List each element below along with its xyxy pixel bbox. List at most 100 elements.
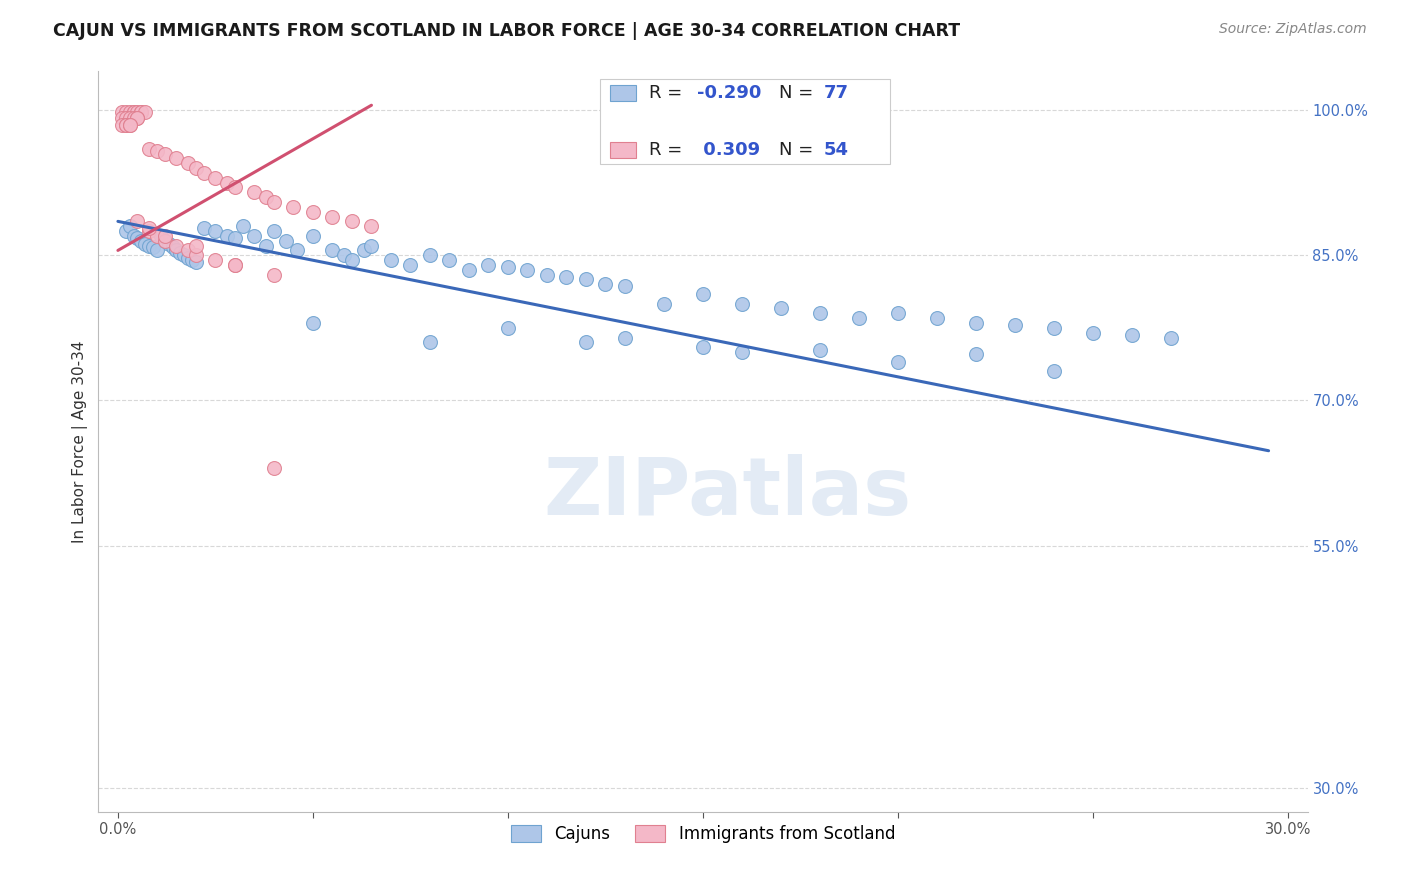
Legend: Cajuns, Immigrants from Scotland: Cajuns, Immigrants from Scotland [502,817,904,852]
Point [263,194,285,209]
Point [243,186,266,200]
Point [177,244,200,258]
Text: 54: 54 [824,141,849,159]
Text: -0.290: -0.290 [697,84,761,102]
Point [169,246,191,260]
Point [496,260,519,274]
Point [1043,364,1066,378]
Point [134,236,156,251]
Point [131,105,153,120]
Point [118,111,141,125]
Point [419,248,441,262]
Point [439,253,461,268]
Point [122,105,145,120]
Point [1121,327,1143,342]
Point [114,105,136,120]
Point [114,118,136,132]
Point [731,345,754,359]
Point [114,118,136,132]
Point [477,258,499,272]
Point [399,258,422,272]
Point [263,461,285,475]
Point [162,240,184,254]
Point [165,238,187,252]
Point [321,210,343,224]
Point [224,258,246,272]
FancyBboxPatch shape [600,78,890,164]
Point [769,301,792,316]
Point [340,214,363,228]
Point [153,146,176,161]
Point [254,190,277,204]
Point [111,105,134,120]
Point [181,253,204,268]
Point [184,161,207,175]
Point [217,176,239,190]
Point [965,316,987,330]
Point [138,238,160,252]
Point [263,224,285,238]
Point [114,111,136,125]
Point [224,231,246,245]
Point [142,240,165,254]
Point [1081,326,1104,340]
Point [122,105,145,120]
Point [165,244,187,258]
Point [224,180,246,194]
Point [153,234,176,248]
Point [692,287,714,301]
Point [165,152,187,166]
Text: R =: R = [648,141,688,159]
Point [204,170,226,185]
Point [118,105,141,120]
Point [360,238,382,252]
Point [595,277,617,292]
Bar [610,142,637,158]
Point [340,253,363,268]
Point [1160,330,1182,344]
Point [204,253,226,268]
Point [353,244,375,258]
Point [193,166,215,180]
Point [177,156,200,170]
Point [274,234,297,248]
Y-axis label: In Labor Force | Age 30-34: In Labor Force | Age 30-34 [72,340,89,543]
Point [925,311,948,326]
Point [149,228,172,243]
Point [283,200,305,214]
Point [131,234,153,248]
Text: ZIPatlas: ZIPatlas [543,454,911,533]
Point [652,296,675,310]
Point [575,272,598,286]
Point [965,347,987,361]
Point [184,248,207,262]
Point [157,236,180,251]
Point [177,251,200,265]
Point [153,228,176,243]
Point [114,224,136,238]
Point [333,248,356,262]
Point [217,228,239,243]
Point [692,340,714,354]
Point [118,118,141,132]
Point [127,111,149,125]
Point [536,268,558,282]
Point [127,214,149,228]
Point [321,244,343,258]
Point [887,306,910,320]
Point [122,111,145,125]
Point [516,262,538,277]
Point [184,255,207,269]
Point [496,321,519,335]
Point [118,118,141,132]
Point [127,231,149,245]
Point [118,219,141,234]
Point [575,335,598,350]
Point [138,142,160,156]
Point [808,306,831,320]
Point [131,105,153,120]
Point [302,204,325,219]
Text: CAJUN VS IMMIGRANTS FROM SCOTLAND IN LABOR FORCE | AGE 30-34 CORRELATION CHART: CAJUN VS IMMIGRANTS FROM SCOTLAND IN LAB… [53,22,960,40]
Point [263,268,285,282]
Point [380,253,402,268]
